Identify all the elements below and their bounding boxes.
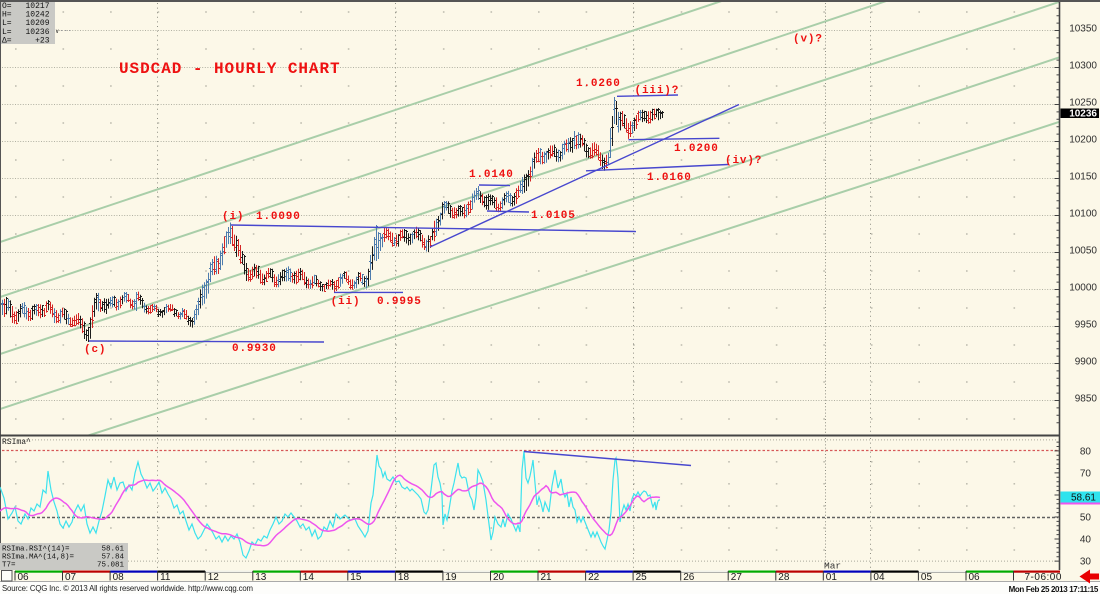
svg-text:(v)?: (v)?	[793, 34, 823, 46]
svg-text:Mar: Mar	[824, 561, 841, 572]
svg-text:80: 80	[1080, 446, 1092, 457]
svg-text:70: 70	[1080, 468, 1092, 479]
svg-text:1.0260: 1.0260	[576, 78, 621, 90]
svg-text:10200: 10200	[1069, 135, 1097, 146]
svg-text:10300: 10300	[1069, 61, 1097, 72]
svg-text:(c): (c)	[84, 344, 106, 356]
svg-text:10350: 10350	[1069, 24, 1097, 35]
svg-text:Source: CQG Inc. © 2013 All ri: Source: CQG Inc. © 2013 All rights reser…	[2, 584, 253, 593]
svg-text:9850: 9850	[1075, 394, 1098, 405]
svg-text:1.0105: 1.0105	[531, 210, 576, 222]
svg-text:19: 19	[445, 572, 457, 583]
svg-text:T7=: T7=	[2, 562, 16, 570]
svg-text:06: 06	[969, 572, 981, 583]
svg-text:01: 01	[826, 572, 838, 583]
svg-text:21: 21	[541, 572, 553, 583]
svg-text:15: 15	[350, 572, 362, 583]
svg-text:RSIma^: RSIma^	[2, 438, 31, 447]
svg-text:0.9930: 0.9930	[232, 343, 277, 355]
svg-text:9900: 9900	[1075, 357, 1098, 368]
svg-text:40: 40	[1080, 535, 1092, 546]
svg-text:11: 11	[160, 572, 171, 583]
svg-text:10100: 10100	[1069, 209, 1097, 220]
svg-text:20: 20	[493, 572, 505, 583]
svg-text:28: 28	[778, 572, 790, 583]
svg-text:58.61: 58.61	[1071, 493, 1096, 504]
svg-text:L=: L=	[2, 28, 12, 37]
svg-text:12: 12	[208, 572, 220, 583]
svg-text:+23: +23	[35, 36, 50, 45]
svg-text:58.61: 58.61	[101, 546, 124, 554]
svg-text:USDCAD - HOURLY CHART: USDCAD - HOURLY CHART	[119, 60, 341, 78]
svg-text:10050: 10050	[1069, 246, 1097, 257]
svg-text:75.081: 75.081	[97, 562, 125, 570]
svg-text:10150: 10150	[1069, 172, 1097, 183]
svg-text:04: 04	[873, 572, 885, 583]
svg-text:1.0090: 1.0090	[256, 211, 301, 223]
svg-text:07: 07	[65, 572, 77, 583]
svg-text:(ii): (ii)	[331, 296, 361, 308]
svg-text:22: 22	[588, 572, 600, 583]
svg-text:7-06:00: 7-06:00	[1025, 572, 1062, 583]
svg-text:1.0200: 1.0200	[674, 143, 719, 155]
svg-text:10242: 10242	[25, 11, 49, 20]
svg-text:(iv)?: (iv)?	[725, 155, 762, 167]
svg-text:13: 13	[255, 572, 267, 583]
svg-text:Mon Feb 25 2013 17:11:15: Mon Feb 25 2013 17:11:15	[1009, 585, 1099, 594]
svg-text:Δ=: Δ=	[2, 36, 12, 45]
svg-text:0.9995: 0.9995	[377, 296, 422, 308]
svg-text:1.0140: 1.0140	[469, 169, 514, 181]
svg-text:(iii)?: (iii)?	[635, 85, 680, 97]
svg-text:50: 50	[1080, 513, 1092, 524]
svg-text:30: 30	[1080, 557, 1092, 568]
svg-text:27: 27	[731, 572, 743, 583]
svg-text:14: 14	[303, 572, 315, 583]
svg-text:9950: 9950	[1075, 320, 1098, 331]
svg-text:L=: L=	[2, 19, 12, 28]
svg-text:57.84: 57.84	[101, 554, 124, 562]
svg-text:08: 08	[113, 572, 125, 583]
svg-text:10217: 10217	[25, 2, 49, 11]
svg-text:18: 18	[398, 572, 410, 583]
svg-text:10250: 10250	[1069, 98, 1097, 109]
svg-text:25: 25	[636, 572, 648, 583]
svg-text:RSIma.RSI^(14)=: RSIma.RSI^(14)=	[2, 545, 70, 554]
svg-text:10236: 10236	[1069, 109, 1097, 120]
svg-text:26: 26	[683, 572, 695, 583]
svg-text:05: 05	[921, 572, 933, 583]
svg-text:O=: O=	[2, 2, 12, 11]
svg-text:1.0160: 1.0160	[647, 172, 692, 184]
svg-text:10000: 10000	[1069, 283, 1097, 294]
svg-text:06: 06	[18, 572, 30, 583]
svg-text:10236: 10236	[25, 28, 49, 37]
svg-text:(i): (i)	[222, 211, 244, 223]
svg-text:RSIma.MA^(14,8)=: RSIma.MA^(14,8)=	[2, 553, 75, 562]
svg-text:H=: H=	[2, 11, 12, 20]
svg-text:10209: 10209	[25, 19, 49, 28]
svg-text:∨: ∨	[55, 28, 59, 35]
